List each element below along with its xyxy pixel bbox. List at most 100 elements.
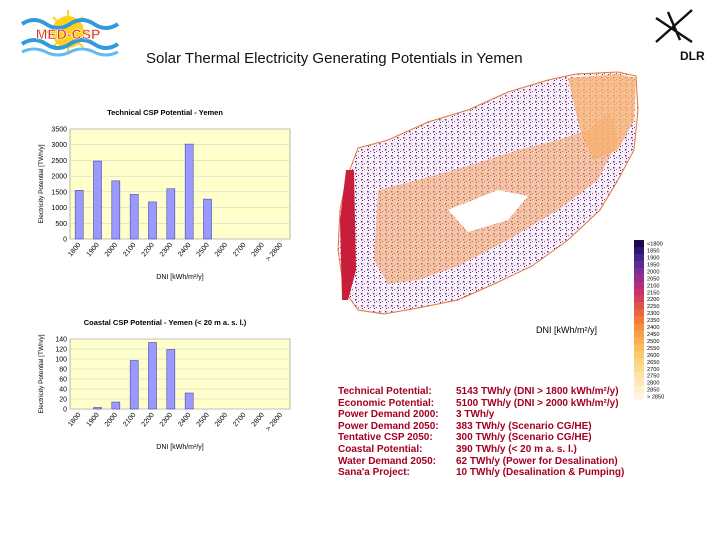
dlr-logo: DLR (655, 9, 705, 63)
y-tick-label: 60 (59, 377, 67, 384)
legend-tick-label: 2600 (647, 353, 659, 359)
stat-value: 10 TWh/y (Desalination & Pumping) (456, 467, 625, 479)
bar-2000 (111, 401, 121, 410)
legend-tick-label: <1800 (647, 242, 663, 248)
dni-legend-title: DNI [kWh/m²/y] (536, 325, 597, 335)
technical-potential-chart: Technical CSP Potential - Yemen 0 500 1000 1… (34, 103, 296, 283)
legend-swatch (634, 337, 644, 345)
legend-tick-label: 2850 (647, 388, 659, 394)
legend-tick-label: 1850 (647, 249, 659, 255)
chart-title: Technical CSP Potential - Yemen (107, 108, 223, 117)
dni-legend: <180018501900195020002050210021502200225… (634, 240, 664, 400)
y-tick-label: 0 (63, 407, 67, 414)
legend-swatch (634, 365, 644, 373)
stat-label: Economic Potential: (338, 397, 435, 409)
y-tick-label: 120 (55, 347, 67, 354)
legend-swatch (634, 274, 644, 283)
plot-area (69, 338, 291, 410)
legend-swatch (634, 344, 644, 352)
legend-swatch (634, 323, 644, 331)
logo-text: MED-CSP (36, 26, 101, 42)
stat-value: 3 TWh/y (456, 409, 495, 421)
legend-tick-label: 2500 (647, 339, 659, 345)
stat-row: Power Demand 2050: 383 TWh/y (Scenario CG… (338, 421, 624, 433)
page-title: Solar Thermal Electricity Generating Pot… (146, 50, 523, 67)
bar-1800 (74, 190, 84, 240)
bar-2300 (166, 188, 176, 240)
y-tick-label: 500 (55, 221, 67, 228)
map-white-area (448, 190, 528, 232)
stat-value: 390 TWh/y (< 20 m a. s. l.) (456, 443, 577, 455)
stat-value: 383 TWh/y (Scenario CG/HE) (456, 420, 592, 432)
legend-tick-label: 2000 (647, 269, 659, 275)
legend-tick-label: 2800 (647, 381, 659, 387)
legend-swatch (634, 358, 644, 366)
y-tick-label: 100 (55, 357, 67, 364)
legend-swatch (634, 351, 644, 359)
bar-2400 (184, 143, 194, 240)
legend-swatch (634, 379, 644, 387)
legend-swatch (634, 281, 644, 289)
legend-tick-label: 1950 (647, 262, 659, 268)
y-tick-label: 1000 (51, 205, 67, 212)
legend-tick-label: 2400 (647, 325, 659, 331)
stat-label: Power Demand 2000: (338, 409, 439, 421)
coastal-potential-chart: Coastal CSP Potential - Yemen (< 20 m a.… (34, 313, 296, 453)
bar-1900 (93, 160, 102, 240)
legend-tick-label: 2200 (647, 297, 659, 303)
legend-tick-label: 2750 (647, 374, 659, 380)
stat-label: Tentative CSP 2050: (338, 432, 433, 444)
bar-2000 (111, 180, 121, 240)
stat-row: Economic Potential: 5100 TWh/y (DNI > 200… (338, 398, 624, 410)
potential-summary: Technical Potential: 5143 TWh/y (DNI > 18… (338, 386, 624, 479)
legend-swatch (634, 330, 644, 338)
legend-swatch (634, 246, 644, 255)
bar-2200 (148, 201, 157, 240)
legend-swatch (634, 240, 644, 248)
y-tick-label: 1500 (51, 189, 67, 196)
y-axis-label: Electricity Potential [TWh/y] (38, 334, 45, 413)
legend-tick-label: 2350 (647, 318, 659, 324)
stat-label: Technical Potential: (338, 386, 432, 397)
stat-value: 5100 TWh/y (DNI > 2000 kWh/m²/y) (456, 397, 619, 409)
stat-row: Sana'a Project: 10 TWh/y (Desalination & … (338, 467, 624, 479)
y-tick-label: 80 (59, 367, 67, 374)
map-east-region (568, 74, 636, 160)
bar-1900 (93, 407, 102, 410)
stat-label: Water Demand 2050: (338, 455, 436, 467)
bar-2400 (184, 392, 194, 410)
y-tick-label: 0 (63, 237, 67, 244)
map-red-sea-coast (340, 170, 356, 300)
stat-value: 300 TWh/y (Scenario CG/HE) (456, 432, 592, 444)
stat-row: Tentative CSP 2050: 300 TWh/y (Scenario C… (338, 432, 624, 444)
legend-tick-label: 2300 (647, 311, 659, 317)
stat-row: Technical Potential: 5143 TWh/y (DNI > 18… (338, 386, 624, 398)
x-axis-label: DNI [kWh/m²/y] (156, 274, 203, 281)
legend-swatch (634, 386, 644, 394)
med-csp-logo: MED-CSP (20, 10, 120, 57)
legend-tick-label: 2700 (647, 367, 659, 373)
y-tick-label: 3500 (51, 127, 67, 134)
stat-row: Water Demand 2050: 62 TWh/y (Power for De… (338, 456, 624, 468)
bar-2500 (203, 198, 212, 240)
legend-tick-label: > 2850 (647, 395, 664, 400)
y-tick-label: 2500 (51, 158, 67, 165)
legend-swatch (634, 288, 644, 296)
legend-swatch (634, 309, 644, 317)
legend-tick-label: 1900 (647, 255, 659, 261)
legend-swatch (634, 316, 644, 324)
y-tick-label: 40 (59, 387, 67, 394)
bar-2300 (166, 349, 176, 410)
legend-tick-label: 2250 (647, 304, 659, 310)
legend-tick-label: 2050 (647, 276, 659, 282)
yemen-dni-map (337, 71, 639, 315)
legend-swatch (634, 295, 644, 303)
y-axis-label: Electricity Potential [TWh/y] (38, 144, 45, 223)
y-tick-label: 3000 (51, 142, 67, 149)
legend-swatch (634, 253, 644, 262)
stat-row: Coastal Potential: 390 TWh/y (< 20 m a. s… (338, 444, 624, 456)
bar-2100 (129, 194, 139, 240)
legend-swatch (634, 372, 644, 380)
legend-tick-label: 2450 (647, 332, 659, 338)
bar-2100 (129, 360, 139, 410)
